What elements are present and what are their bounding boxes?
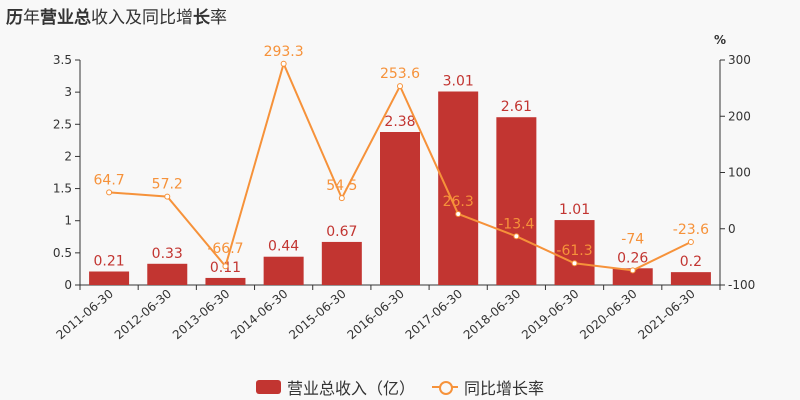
right-tick-label: 0 (728, 222, 736, 236)
left-tick-label: 2.5 (53, 117, 72, 131)
growth-label: 293.3 (264, 44, 304, 60)
bar (670, 272, 711, 285)
growth-label: -61.3 (556, 243, 592, 259)
legend-item-revenue[interactable]: 营业总收入（亿） (255, 375, 415, 399)
x-tick-label: 2015-06-30 (286, 287, 348, 343)
growth-label: 253.6 (380, 66, 420, 82)
growth-point (513, 233, 520, 240)
bar (380, 132, 420, 285)
growth-point (164, 193, 171, 200)
growth-label: 54.5 (326, 178, 357, 194)
growth-point (571, 260, 578, 267)
left-tick-label: 1.5 (53, 182, 72, 196)
legend: 营业总收入（亿） 同比增长率 (0, 375, 800, 399)
bar-label: 0.21 (94, 254, 125, 270)
bar (496, 117, 537, 285)
bar (438, 91, 479, 285)
growth-label: 26.3 (443, 194, 474, 210)
right-axis-unit: % (714, 33, 726, 47)
chart-title: 历年营业总收入及同比增长率 (6, 8, 227, 28)
bar (612, 268, 653, 285)
bar-label: 0.2 (680, 254, 702, 270)
x-tick-label: 2017-06-30 (403, 287, 465, 343)
left-tick-label: 0 (64, 278, 72, 292)
bar-label: 0.44 (268, 239, 299, 255)
legend-label: 同比增长率 (464, 379, 545, 398)
left-tick-label: 2 (64, 149, 72, 163)
bar-label: 0.33 (152, 246, 183, 262)
growth-point (397, 83, 403, 90)
bar-label: 3.01 (443, 74, 474, 90)
bar-label: 0.26 (617, 250, 648, 266)
bar-label: 2.61 (501, 99, 532, 115)
x-tick-label: 2012-06-30 (112, 287, 174, 343)
x-tick-label: 2016-06-30 (344, 287, 406, 343)
right-tick-label: 300 (728, 53, 751, 67)
x-tick-label: 2020-06-30 (577, 287, 639, 343)
growth-point (338, 195, 345, 202)
left-tick-label: 1 (64, 214, 72, 228)
growth-label: 57.2 (152, 177, 183, 193)
bar-swatch-icon (255, 380, 281, 394)
growth-point (280, 60, 287, 67)
line-swatch-icon (432, 380, 459, 395)
x-tick-label: 2021-06-30 (635, 287, 697, 343)
growth-label: -74 (621, 231, 644, 247)
growth-point (222, 263, 229, 270)
bar (263, 256, 304, 285)
bar (147, 263, 188, 285)
growth-label: 64.7 (94, 172, 125, 188)
bar-label: 1.01 (559, 202, 590, 218)
bar (205, 277, 246, 285)
x-tick-label: 2011-06-30 (54, 287, 116, 343)
bar-label: 2.38 (384, 114, 415, 130)
bar-label: 0.67 (326, 224, 357, 240)
right-tick-label: 100 (728, 166, 751, 180)
x-tick-label: 2019-06-30 (519, 287, 581, 343)
growth-label: -23.6 (673, 222, 709, 238)
growth-label: -13.4 (498, 216, 534, 232)
left-tick-label: 3 (64, 85, 72, 99)
growth-label: -66.7 (207, 241, 243, 257)
left-tick-label: 3.5 (53, 53, 72, 67)
bar (554, 220, 595, 285)
legend-item-growth[interactable]: 同比增长率 (432, 375, 544, 399)
right-tick-label: -100 (728, 278, 755, 292)
growth-point (455, 210, 462, 217)
growth-point (629, 267, 636, 274)
legend-label: 营业总收入（亿） (286, 379, 415, 398)
bar (89, 271, 130, 285)
right-tick-label: 200 (728, 109, 751, 123)
bar (321, 241, 362, 285)
left-tick-label: 0.5 (53, 246, 72, 260)
x-tick-label: 2018-06-30 (461, 287, 523, 343)
x-tick-label: 2013-06-30 (170, 287, 232, 343)
growth-point (106, 189, 113, 196)
x-tick-label: 2014-06-30 (228, 287, 290, 343)
growth-point (687, 239, 694, 246)
